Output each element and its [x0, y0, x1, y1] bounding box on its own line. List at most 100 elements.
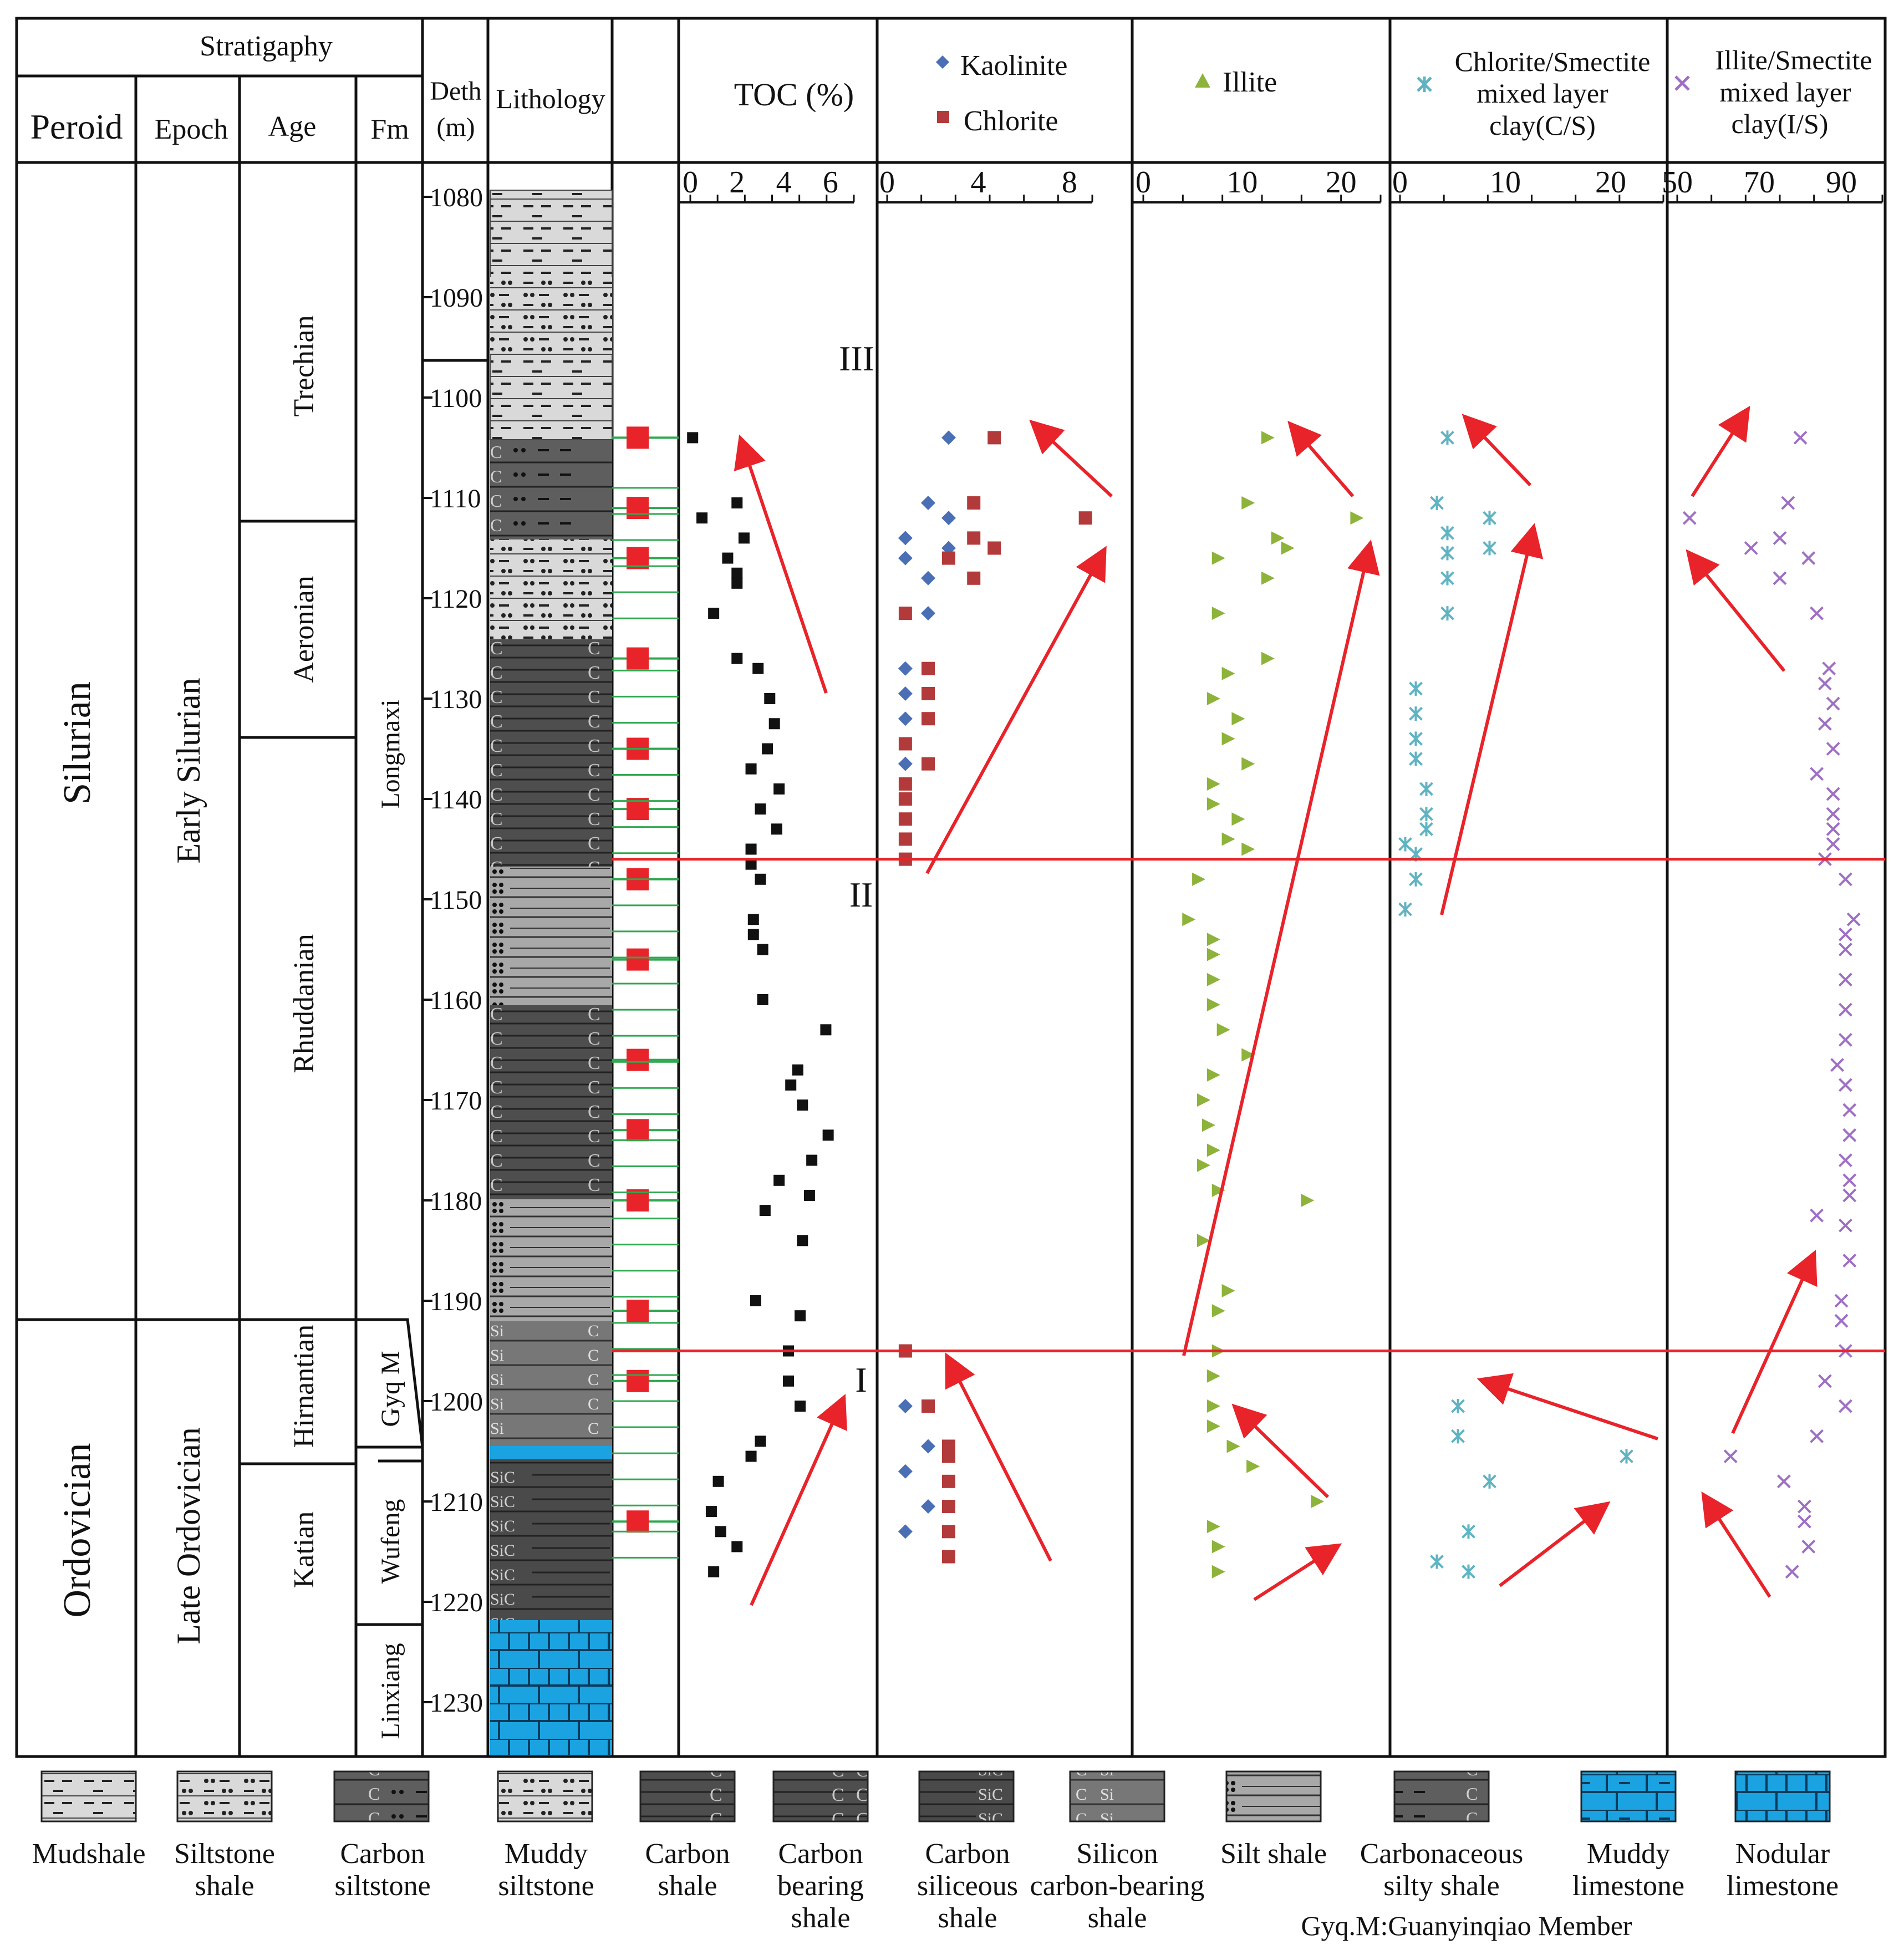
point-illite-8	[1261, 651, 1275, 665]
lith-carbon-bearing	[490, 1005, 612, 1199]
sample-marker-9	[627, 1119, 649, 1142]
kc-tick-8: 8	[1062, 165, 1077, 200]
lith-muddy-lime-thin	[490, 1446, 612, 1459]
trend-arrows	[734, 405, 1818, 1606]
age-aeronian: Aeronian	[288, 576, 320, 683]
point-illite-1	[1241, 496, 1255, 510]
cs-header-3: clay(C/S)	[1489, 110, 1596, 141]
point-illitesmectite-9	[1818, 676, 1832, 691]
point-illitesmectite-20-b	[1846, 912, 1861, 926]
point-illitesmectite-27	[1838, 1078, 1852, 1092]
point-chlorite-2	[1078, 511, 1092, 525]
fm-longmaxi: Longmaxi	[376, 699, 405, 808]
point-illite-23	[1206, 973, 1220, 986]
point-illite-19	[1192, 872, 1206, 886]
point-illitesmectite-4	[1744, 541, 1758, 555]
point-kaolinite-14	[898, 1464, 913, 1479]
point-illitesmectite-8	[1822, 661, 1836, 676]
point-chlorite-22	[942, 1474, 955, 1488]
legend-swatch-carbon-siltstone	[333, 1770, 430, 1822]
point-toc-2	[731, 497, 743, 509]
point-chloritesmectite-24	[1430, 1554, 1444, 1569]
legend-label-11-0: Nodular	[1735, 1838, 1830, 1870]
col-age-header: Age	[268, 111, 317, 142]
lith-sic	[490, 1459, 612, 1620]
point-toc-14	[773, 783, 785, 795]
point-toc-24	[820, 1024, 832, 1036]
point-illite-24	[1206, 998, 1220, 1012]
point-chlorite-7	[898, 607, 912, 620]
depth-label-1080: 1080	[430, 183, 483, 212]
point-kaolinite-9	[898, 686, 913, 701]
point-chloritesmectite-13	[1419, 807, 1433, 822]
legend-label-3-0: Muddy	[505, 1838, 588, 1870]
point-illitesmectite-34	[1810, 1208, 1824, 1223]
point-illite-33	[1301, 1194, 1315, 1207]
toc-tick-0: 0	[683, 165, 698, 200]
sample-marker-0	[627, 426, 649, 449]
point-illite-38	[1206, 1369, 1220, 1383]
is-tick-90: 90	[1826, 165, 1857, 200]
is-header-2: mixed layer	[1719, 77, 1851, 108]
point-chlorite-21	[942, 1449, 955, 1463]
point-chlorite-10	[922, 712, 935, 726]
legend-label-9-0: Carbonaceous	[1360, 1838, 1524, 1870]
point-illitesmectite-43	[1776, 1474, 1791, 1489]
is-legend-marker	[1674, 75, 1690, 91]
point-illitesmectite-3-b	[1773, 531, 1787, 545]
point-illite-13	[1241, 757, 1255, 771]
point-illitesmectite-26	[1830, 1058, 1845, 1072]
point-toc-40	[745, 1450, 757, 1462]
point-chlorite-19	[922, 1399, 935, 1413]
point-chloritesmectite-19	[1451, 1399, 1465, 1414]
point-illite-17	[1221, 832, 1235, 846]
point-illitesmectite-31-b	[1842, 1173, 1857, 1188]
point-illitesmectite-24	[1838, 1002, 1852, 1017]
sample-marker-13	[627, 1510, 649, 1533]
point-illite-10	[1206, 692, 1220, 705]
legend-label-4-1: shale	[658, 1870, 717, 1902]
point-illitesmectite-36-b	[1834, 1294, 1849, 1308]
point-toc-11	[768, 718, 780, 730]
point-illitesmectite-45	[1797, 1514, 1811, 1529]
point-chlorite-12	[922, 757, 935, 771]
point-illite-21	[1206, 933, 1220, 946]
legend-label-7-2: shale	[1088, 1902, 1147, 1934]
point-toc-34	[750, 1295, 761, 1306]
point-illite-43	[1311, 1495, 1325, 1508]
point-toc-16	[771, 823, 782, 835]
point-illitesmectite-31	[1842, 1173, 1857, 1188]
legend-label-6-2: shale	[938, 1902, 997, 1934]
arrow-kc-ii	[925, 546, 1107, 874]
point-illitesmectite-10-b	[1826, 696, 1840, 711]
point-illitesmectite-30-b	[1838, 1153, 1852, 1168]
point-chlorite-11	[898, 737, 912, 751]
point-illitesmectite-29	[1842, 1128, 1857, 1142]
point-toc-20	[747, 914, 759, 925]
point-illitesmectite-23	[1838, 973, 1852, 987]
legend-label-2-1: siltstone	[334, 1870, 430, 1902]
point-chloritesmectite-22	[1483, 1474, 1496, 1489]
fm-linxiang: Linxiang	[376, 1643, 405, 1739]
point-toc-39	[755, 1435, 766, 1447]
point-illite-25	[1216, 1023, 1230, 1037]
interval-label-III: III	[839, 339, 874, 378]
legend-label-9-1: silty shale	[1383, 1870, 1499, 1902]
point-illitesmectite-44	[1797, 1499, 1811, 1514]
point-illitesmectite-21	[1838, 927, 1852, 941]
point-illite-42	[1246, 1459, 1260, 1473]
point-illite-46	[1211, 1565, 1225, 1579]
kaolinite-header: Kaolinite	[960, 50, 1068, 82]
point-illitesmectite-40-b	[1838, 1399, 1852, 1413]
lith-muddy-silt	[490, 539, 612, 639]
point-chlorite-5	[942, 551, 955, 565]
data-points	[687, 430, 1861, 1579]
point-kaolinite-11	[898, 756, 913, 771]
point-toc-22	[757, 944, 768, 955]
depth-header-1: Deth	[430, 77, 481, 106]
is-tick-70: 70	[1744, 165, 1775, 200]
point-toc-5	[731, 567, 743, 579]
point-illitesmectite-14-b	[1826, 787, 1840, 801]
point-illitesmectite-35	[1842, 1254, 1857, 1268]
